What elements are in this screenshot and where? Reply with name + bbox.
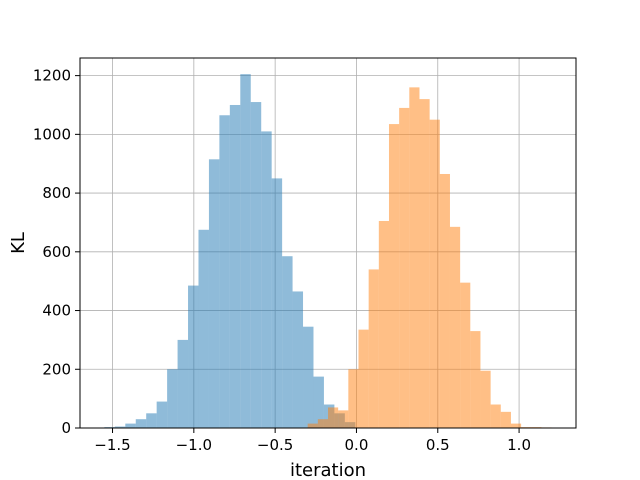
axis-ticks: −1.5 −1.0 −0.5 0.0 0.5 1.0 0 200 400 600 800 1000 12…: [33, 67, 531, 454]
bar-series-0-bin-16: [271, 178, 283, 428]
x-tick-label-0: −1.5: [94, 436, 130, 454]
y-tick-label-4: 800: [42, 184, 71, 202]
x-tick-label-4: 0.5: [426, 436, 450, 454]
bar-series-1-bin-15: [460, 282, 471, 428]
x-tick-label-3: 0.0: [345, 436, 369, 454]
bar-series-1-bin-19: [500, 411, 511, 428]
y-axis-label: KL: [8, 232, 29, 254]
bar-series-0-bin-18: [292, 291, 304, 428]
y-tick-label-5: 1000: [33, 125, 71, 143]
bar-series-1-bin-18: [490, 404, 501, 428]
bar-series-1-bin-13: [439, 173, 450, 428]
bar-series-1-bin-8: [388, 124, 400, 429]
bar-series-0-bin-6: [167, 369, 178, 428]
x-tick-label-5: 1.0: [507, 436, 531, 454]
bar-series-0-bin-3: [135, 419, 147, 428]
y-tick-label-2: 400: [42, 302, 71, 320]
bar-series-0-bin-14: [250, 102, 262, 429]
bar-series-1-bin-11: [419, 99, 430, 428]
bar-series-1-bin-2: [328, 407, 339, 428]
x-axis-label: iteration: [290, 460, 366, 480]
bar-series-1-bin-12: [429, 119, 440, 429]
bar-series-0-bin-9: [198, 229, 209, 428]
bar-series-0-bin-5: [156, 401, 168, 428]
y-tick-label-0: 0: [61, 419, 71, 437]
bar-series-1-bin-14: [449, 226, 461, 428]
bar-series-0-bin-2: [125, 423, 136, 428]
y-tick-label-6: 1200: [33, 67, 71, 85]
bar-series-0-bin-13: [240, 74, 251, 429]
bar-series-1-bin-10: [409, 87, 420, 428]
y-tick-label-1: 200: [42, 360, 71, 378]
bar-series-1-bin-1: [317, 419, 328, 428]
bar-series-1-bin-9: [399, 107, 410, 429]
histogram-bars: [104, 74, 552, 429]
plot-frame: [79, 57, 577, 429]
bar-series-0-bin-8: [188, 285, 199, 428]
bar-series-1-bin-17: [480, 370, 491, 428]
bar-series-1-bin-6: [368, 269, 379, 428]
bar-series-1-bin-0: [307, 423, 318, 428]
bar-series-0-bin-12: [229, 104, 241, 428]
bar-series-0-bin-17: [282, 256, 293, 428]
x-tick-label-2: −0.5: [257, 436, 293, 454]
bar-series-0-bin-7: [177, 339, 189, 428]
bar-series-1-bin-5: [358, 329, 369, 428]
grid-lines: [80, 58, 576, 429]
bar-series-0-bin-11: [219, 115, 230, 428]
x-tick-label-1: −1.0: [176, 436, 212, 454]
bar-series-0-bin-10: [208, 159, 220, 429]
bar-series-0-bin-4: [146, 413, 157, 428]
bar-series-1-bin-20: [510, 423, 522, 428]
bar-series-0-bin-15: [261, 131, 272, 428]
bar-series-1-bin-3: [338, 410, 349, 428]
bar-series-1-bin-4: [348, 369, 359, 428]
bar-series-1-bin-16: [470, 331, 481, 428]
y-tick-label-3: 600: [42, 243, 71, 261]
bar-series-0-bin-20: [313, 376, 324, 428]
bar-series-0-bin-1: [114, 426, 126, 428]
bar-series-1-bin-7: [378, 220, 389, 428]
bar-series-0-bin-19: [303, 326, 314, 428]
